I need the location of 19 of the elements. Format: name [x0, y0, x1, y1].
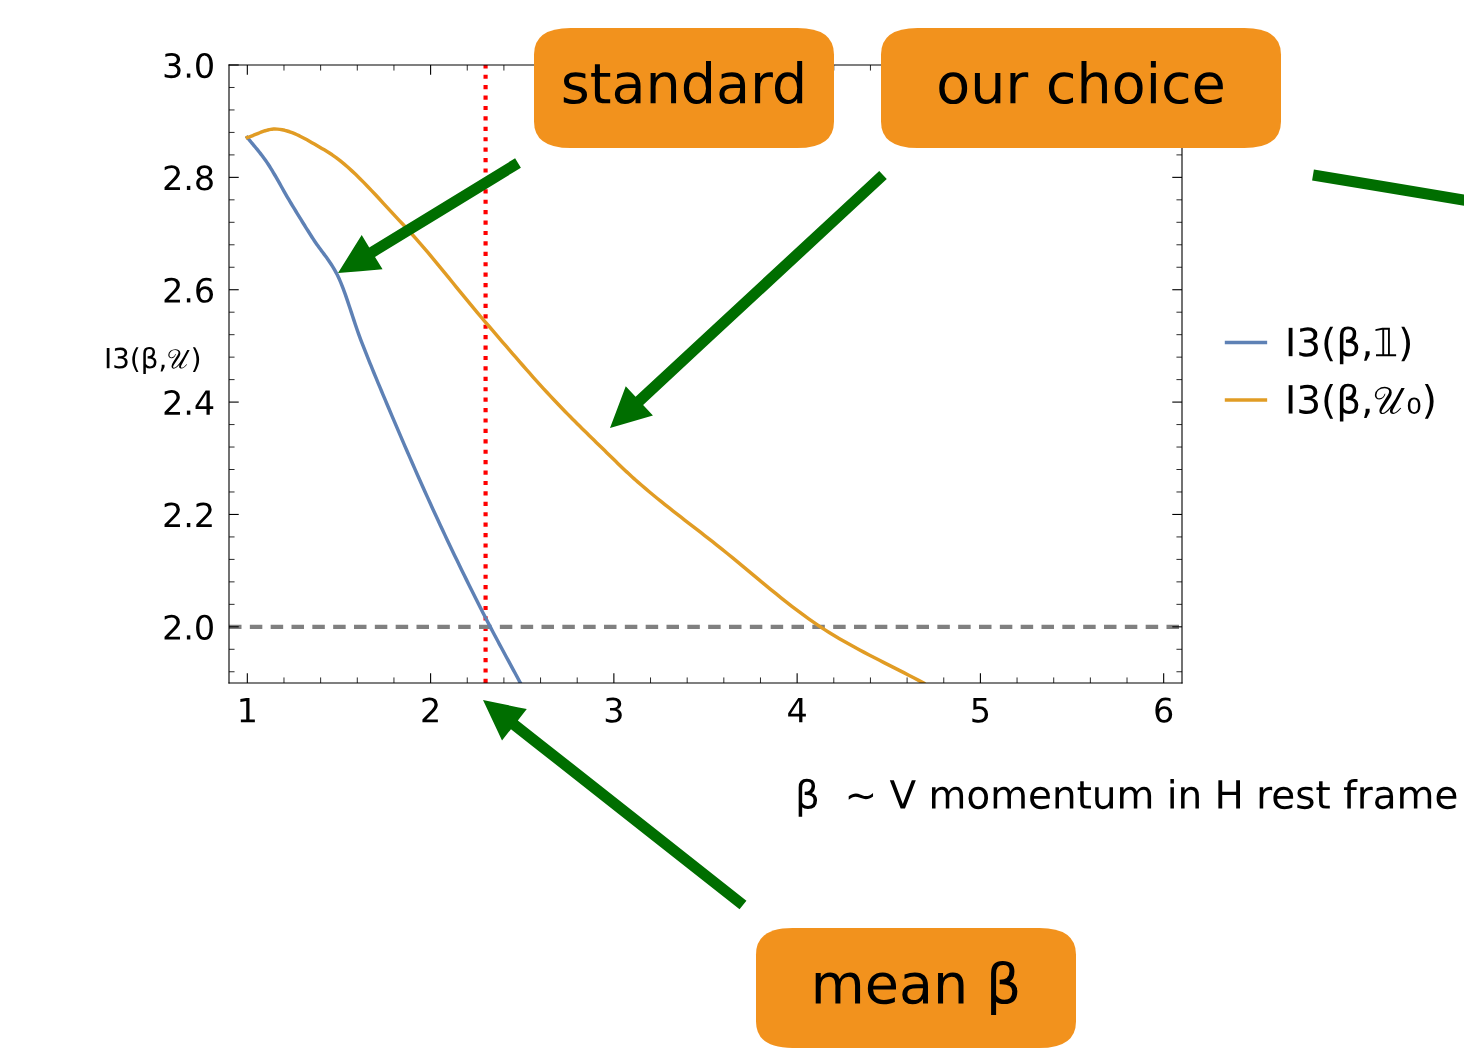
annotation: our choice	[939, 61, 1223, 105]
y-tick-label: 2.2	[164, 502, 212, 528]
y-tick-label: 3.0	[164, 52, 213, 79]
y-tick-label: 2.0	[164, 614, 213, 640]
x-tick-label: 6	[1155, 697, 1173, 723]
text: mean β	[815, 960, 1018, 1016]
y-axis-title: I3(β,𝒰)	[106, 346, 200, 374]
x-tick-label: 1	[240, 697, 255, 723]
x-axis-title: β ~ V momentum in H rest frame	[798, 778, 1457, 817]
x-tick-label: 2	[422, 697, 438, 723]
annotation: standard	[563, 61, 803, 105]
legend-label: I3(β,𝒰₀)	[1288, 383, 1434, 422]
y-tick-label: 2.4	[164, 390, 214, 415]
y-tick-label: 2.8	[164, 165, 213, 191]
legend-label: I3(β,𝟙)	[1288, 326, 1410, 365]
x-tick-label: 3	[605, 697, 622, 723]
x-tick-label: 4	[788, 697, 806, 723]
x-tick-label: 5	[972, 697, 989, 723]
y-tick-label: 2.6	[164, 277, 214, 303]
